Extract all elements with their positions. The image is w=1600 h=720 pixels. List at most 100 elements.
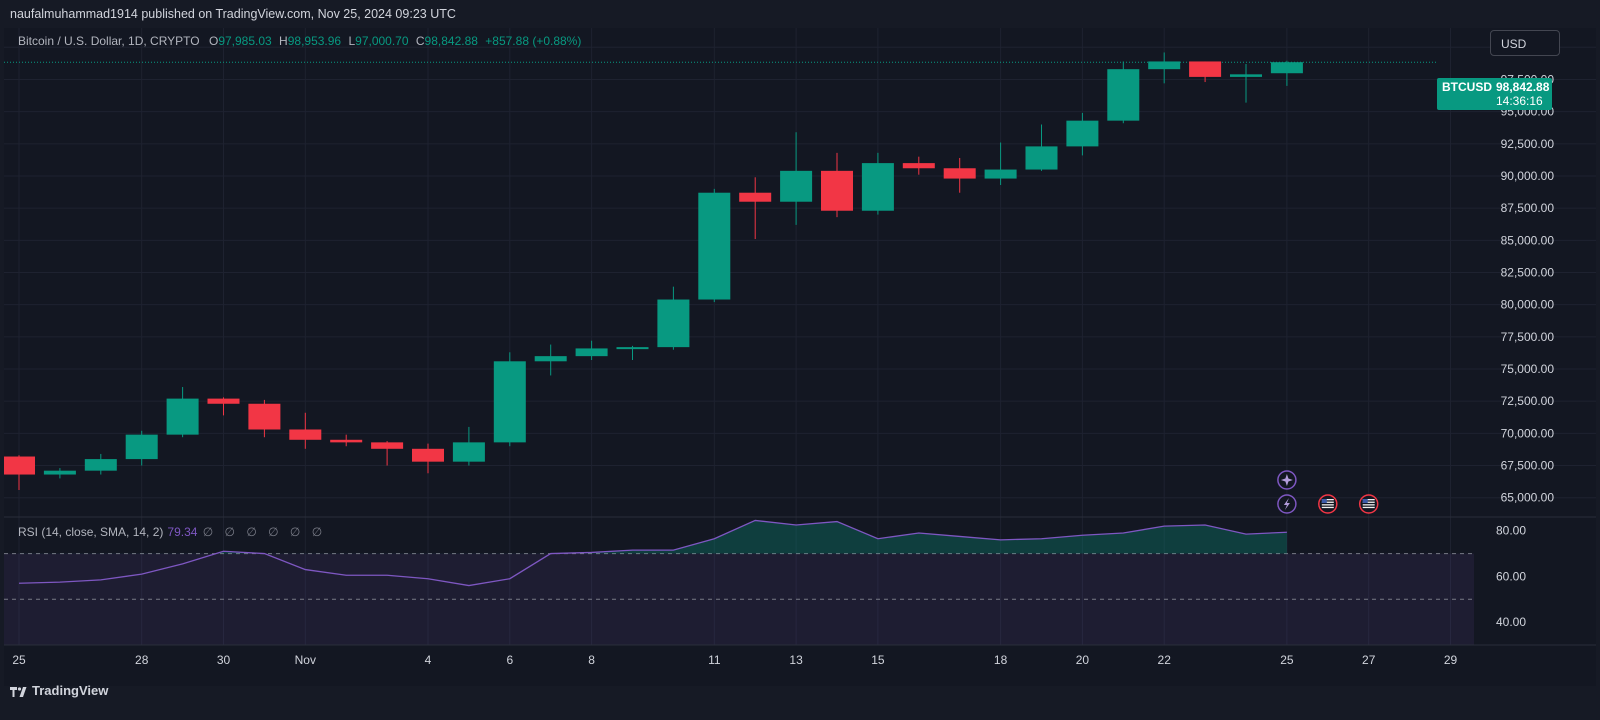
flag-ring [1318,494,1338,514]
sparkle-shape [1280,474,1293,486]
candle-body [1025,146,1058,170]
candle-body [657,299,690,348]
price-tick-label: 85,000.00 [1501,233,1555,247]
time-tick-label: 6 [506,653,513,667]
flag-stripe [1362,499,1375,501]
flag-stripe [1362,501,1375,503]
candle-body [4,456,35,475]
open-value: 97,985.03 [218,34,272,48]
chart-panel[interactable]: 65,000.00 67,500.00 70,000.00 72,500.00 75,0… [4,28,1596,686]
sparkle-icon [1277,470,1297,490]
candle-body [534,356,567,362]
candle-body [902,163,935,169]
rsi-value: 79.34 [167,525,198,539]
chart-canvas[interactable]: 65,000.00 67,500.00 70,000.00 72,500.00 75,0… [4,28,1596,686]
time-axis: 25 28 30 Nov 4 6 8 11 13 15 18 20 22 25 27 29 [12,653,1457,667]
candle-body [1230,74,1262,77]
candle-body [84,459,117,471]
candle-body [984,169,1017,179]
candle-body [861,163,894,211]
close-value: 98,842.88 [424,34,478,48]
rsi-bands [4,553,1474,646]
candle-body [371,442,404,449]
low-value: 97,000.70 [355,34,409,48]
symbol-legend[interactable]: Bitcoin / U.S. Dollar, 1D, CRYPTO O97,98… [18,34,585,48]
candle-body [125,434,158,460]
candle-body [821,170,853,211]
candle-body [452,442,485,462]
flag-stripe [1362,506,1375,509]
time-tick-label: 4 [425,653,432,667]
rsi-label[interactable]: RSI (14, close, SMA, 14, 2) [18,525,164,539]
candle-body [1066,120,1099,147]
candle-body [575,348,608,357]
price-tick-label: 67,500.00 [1501,459,1555,473]
time-tick-label: 30 [217,653,231,667]
flag-stripe [1321,499,1334,501]
candle-body [1107,69,1140,121]
price-tick-label: 82,500.00 [1501,266,1555,280]
candle-body [739,192,772,202]
close-label: C [415,34,425,48]
time-tick-label: 27 [1362,653,1376,667]
rsi-extra-values: ∅ ∅ ∅ ∅ ∅ ∅ [202,525,327,539]
low-label: L [348,34,356,48]
open-label: O [208,34,219,48]
time-tick-label: 8 [588,653,595,667]
time-tick-label: 29 [1444,653,1458,667]
rsi-legend[interactable]: RSI (14, close, SMA, 14, 2) 79.34 ∅ ∅ ∅ ∅… [18,525,326,539]
flag-ring [1358,494,1379,514]
price-tick-label: 65,000.00 [1501,491,1555,505]
time-tick-label: 13 [789,653,803,667]
time-tick-label: 15 [871,653,885,667]
us-flag-icon [1358,494,1379,514]
lightning-icon [1277,494,1297,514]
change-value: +857.88 (+0.88%) [485,34,582,48]
candle-body [43,470,76,475]
lightning-shape [1283,498,1290,510]
publisher-line: naufalmuhammad1914 published on TradingV… [10,7,456,21]
rsi-tick-label: 60.00 [1496,569,1526,583]
brand-name: TradingView [32,683,109,698]
flag-stripe [1321,501,1334,503]
candle-body [943,168,976,179]
candle-body [207,398,240,404]
price-tick-label: 87,500.00 [1501,201,1555,215]
candle-body [780,170,813,202]
candle-body [1189,61,1222,77]
candle-body [289,429,322,440]
tradingview-footer[interactable]: TradingView [10,683,108,698]
time-tick-label: 25 [1280,653,1294,667]
candle-body [698,192,731,300]
last-price-tag: BTCUSD 98,842.88 14:36:16 [1437,78,1552,110]
us-flag-icon [1318,494,1338,514]
candles [4,52,1303,490]
candle-body [493,361,526,443]
flag-stripe [1321,504,1334,506]
price-tick-label: 80,000.00 [1501,298,1555,312]
rsi-tick-label: 80.00 [1496,524,1526,538]
price-tick-label: 72,500.00 [1501,394,1555,408]
candle-body [1148,61,1181,70]
time-tick-label: 25 [12,653,26,667]
candle-body [330,439,363,443]
price-tick-label: 75,000.00 [1501,362,1555,376]
tradingview-logo-icon [10,686,27,697]
rsi-overbought-fill [19,520,1287,554]
time-tick-label: 20 [1076,653,1090,667]
rsi-line [18,519,1287,587]
flag-stripe [1321,506,1334,509]
time-tick-label: 28 [135,653,149,667]
price-tick-label: 92,500.00 [1501,137,1555,151]
rsi-tick-label: 40.00 [1496,615,1526,629]
currency-button[interactable]: USD [1490,30,1560,56]
flag-canton [1362,499,1368,503]
high-label: H [279,34,288,48]
price-tick-label: 90,000.00 [1501,169,1555,183]
price-tick-label: 70,000.00 [1501,426,1555,440]
candle-body [1270,62,1303,74]
time-tick-label: 22 [1158,653,1172,667]
rsi-series [18,519,1287,587]
high-value: 98,953.96 [287,34,342,48]
symbol-title[interactable]: Bitcoin / U.S. Dollar, 1D, CRYPTO [18,34,200,48]
